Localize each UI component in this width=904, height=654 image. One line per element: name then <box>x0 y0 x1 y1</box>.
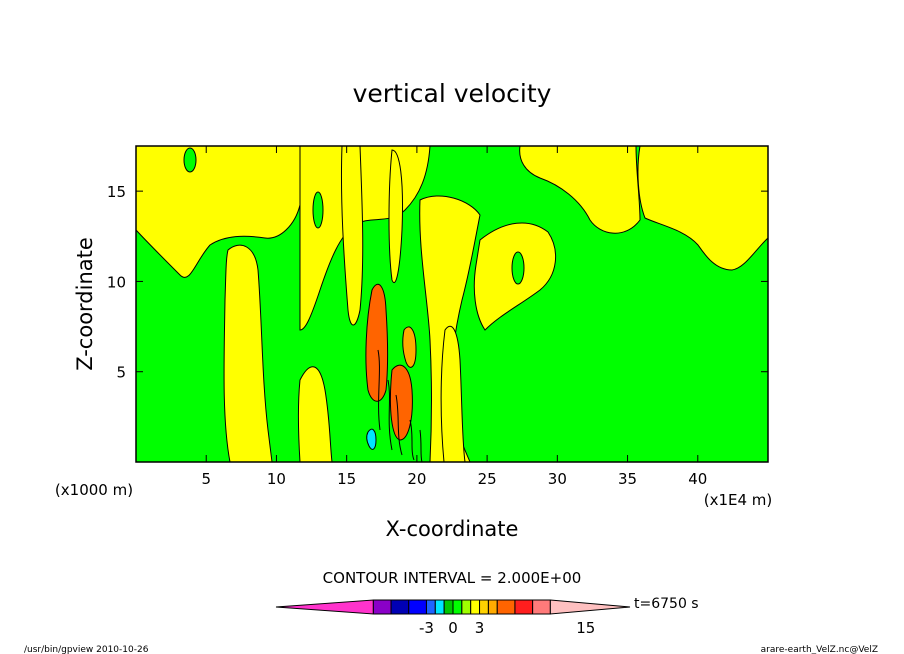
colorbar-bin <box>496 599 516 615</box>
x-axis: 5 10 15 20 25 30 35 40 <box>201 146 707 488</box>
colorbar-tick-label: 0 <box>448 619 458 637</box>
colorbar-bin <box>487 599 498 615</box>
x-axis-label: X-coordinate <box>386 517 519 541</box>
updraft-core-lower <box>389 364 413 441</box>
updraft-core-orange <box>365 283 388 402</box>
colorbar-bin <box>470 599 481 615</box>
colorbar-bin <box>372 599 392 615</box>
green-island-mid <box>312 191 324 229</box>
colorbar-bin <box>425 599 436 615</box>
x-tick-label: 15 <box>337 470 356 488</box>
colorbar: -3 0 3 15 <box>275 599 631 637</box>
colorbar-bin <box>479 599 489 615</box>
y-axis: 5 10 15 <box>107 183 768 382</box>
colorbar-bin <box>532 599 551 615</box>
time-label: t=6750 s <box>634 596 699 612</box>
yellow-region-streak-c <box>440 325 466 463</box>
y-tick-label: 15 <box>107 183 126 201</box>
yellow-region-lower-column <box>298 366 333 463</box>
colorbar-bin <box>452 599 463 615</box>
x-units-left: (x1000 m) <box>55 481 133 499</box>
colorbar-bin <box>275 599 374 615</box>
x-tick-label: 35 <box>618 470 637 488</box>
weak-velocity-islands <box>183 147 525 285</box>
core-contour-lines <box>377 349 423 463</box>
colorbar-bin <box>434 599 445 615</box>
x-tick-label: 20 <box>407 470 426 488</box>
convective-core <box>365 283 423 463</box>
yellow-region-streak-a <box>340 145 364 326</box>
yellow-region-streak-b <box>388 149 403 283</box>
colorbar-bin <box>461 599 472 615</box>
contour-plot-area <box>135 145 769 463</box>
y-tick-label: 10 <box>107 273 126 291</box>
colorbar-tick-label: 3 <box>475 619 485 637</box>
contour-interval-label: CONTOUR INTERVAL = 2.000E+00 <box>323 569 582 587</box>
colorbar-tick-label: 15 <box>576 619 595 637</box>
colorbar-bin <box>514 599 534 615</box>
yellow-region-far-right <box>637 145 769 271</box>
x-tick-label: 40 <box>688 470 707 488</box>
x-tick-label: 25 <box>478 470 497 488</box>
x-tick-label: 5 <box>201 470 211 488</box>
y-axis-label: Z-coordinate <box>73 237 97 371</box>
colorbar-bin <box>408 599 427 615</box>
colorbar-tick-label: -3 <box>419 619 434 637</box>
positive-velocity-regions <box>135 145 769 463</box>
colorbar-bin <box>443 599 454 615</box>
footer-left: /usr/bin/gpview 2010-10-26 <box>24 645 149 654</box>
plot-frame <box>135 145 769 463</box>
footer-right: arare-earth_VelZ.nc@VelZ <box>761 645 878 654</box>
x-units-right: (x1E4 m) <box>704 491 773 509</box>
green-island-top <box>183 147 197 173</box>
chart-title: vertical velocity <box>353 79 552 108</box>
yellow-region-upper-left <box>135 145 301 278</box>
x-tick-label: 30 <box>548 470 567 488</box>
y-tick-label: 5 <box>116 364 126 382</box>
colorbar-bin <box>390 599 410 615</box>
downdraft-core-cyan <box>366 428 377 450</box>
green-island-right <box>511 251 525 285</box>
x-tick-label: 10 <box>267 470 286 488</box>
updraft-secondary <box>402 326 417 368</box>
colorbar-bin <box>549 599 631 615</box>
